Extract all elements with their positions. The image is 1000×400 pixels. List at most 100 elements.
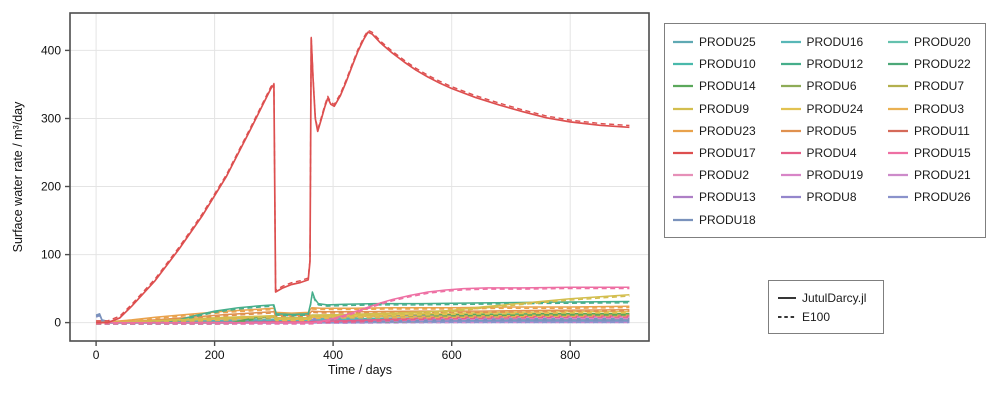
legend-entry-label: PRODU20: [914, 35, 971, 50]
legend-entry-PRODU25: PRODU25: [673, 31, 777, 53]
legend-entry-label: PRODU26: [914, 190, 971, 205]
series-legend-columns: PRODU25 PRODU10 PRODU14 PRODU9 PRODU23 PRODU1…: [673, 31, 977, 231]
series-color-swatch-icon: [780, 85, 801, 88]
series-color-swatch-icon: [888, 174, 908, 177]
x-axis-label: Time / days: [328, 363, 392, 377]
series-color-swatch-icon: [780, 174, 801, 177]
series-color-swatch-icon: [673, 107, 693, 110]
legend-entry-label: PRODU2: [699, 168, 750, 183]
y-tick-label: 200: [41, 180, 61, 194]
series-color-swatch-icon: [673, 196, 693, 199]
legend-entry-PRODU18: PRODU18: [673, 209, 777, 231]
series-line-dashed-PRODU9: [96, 295, 630, 325]
legend-entry-label: PRODU19: [806, 168, 864, 183]
series-color-swatch-icon: [673, 63, 693, 66]
legend-entry-label: PRODU22: [914, 57, 971, 72]
series-color-swatch-icon: [888, 107, 908, 110]
legend-entry-PRODU26: PRODU26: [888, 186, 977, 208]
gridlines: [70, 13, 649, 341]
legend-entry-PRODU12: PRODU12: [780, 53, 885, 75]
series-line-solid-PRODU17: [96, 31, 630, 324]
legend-entry-PRODU22: PRODU22: [888, 53, 977, 75]
legend-column-1: PRODU25 PRODU10 PRODU14 PRODU9 PRODU23 PRODU1…: [673, 31, 777, 231]
legend-entry-PRODU20: PRODU20: [888, 31, 977, 53]
x-tick-label: 0: [93, 348, 100, 362]
legend-entry-PRODU24: PRODU24: [780, 98, 885, 120]
legend-entry-label: PRODU11: [914, 123, 970, 138]
legend-entry-label: PRODU8: [806, 190, 857, 205]
legend-entry-label: PRODU18: [699, 212, 756, 227]
legend-entry-PRODU15: PRODU15: [888, 142, 977, 164]
legend-entry-PRODU6: PRODU6: [780, 75, 885, 97]
legend-entry-label: PRODU7: [914, 79, 965, 94]
legend-entry-label: PRODU3: [914, 101, 965, 116]
series-line-dashed-PRODU5: [96, 310, 630, 325]
legend-entry-dashed: E100: [778, 308, 874, 328]
series-color-swatch-icon: [888, 151, 908, 155]
legend-entry-PRODU4: PRODU4: [780, 142, 885, 164]
series-color-swatch-icon: [673, 151, 693, 155]
series-line-solid-PRODU9: [96, 293, 630, 324]
series-color-swatch-icon: [780, 196, 801, 199]
x-tick-label: 800: [560, 348, 580, 362]
legend-entry-PRODU19: PRODU19: [780, 164, 885, 186]
legend-entry-solid: JutulDarcy.jl: [778, 288, 874, 308]
legend-entry-PRODU13: PRODU13: [673, 186, 777, 208]
legend-entry-PRODU14: PRODU14: [673, 75, 777, 97]
legend-entry-label: JutulDarcy.jl: [802, 290, 867, 305]
axis-ticks: 0 200 400 600 800 0 100 200 300 400: [41, 43, 581, 362]
series-line-dashed-PRODU15: [96, 287, 630, 325]
legend-entry-PRODU3: PRODU3: [888, 98, 977, 120]
y-axis-label: Surface water rate / m³/day: [11, 101, 25, 253]
axes-frame: [69, 12, 650, 342]
legend-entry-PRODU8: PRODU8: [780, 186, 885, 208]
legend-entry-label: E100: [802, 310, 831, 325]
comparison-legend: JutulDarcy.jl E100: [768, 280, 884, 334]
series-color-swatch-icon: [780, 107, 801, 110]
legend-column-3: PRODU20 PRODU22 PRODU7 PRODU3 PRODU11 PRODU15…: [888, 31, 977, 231]
series-line-dashed-PRODU17: [96, 29, 630, 322]
series-color-swatch-icon: [673, 129, 693, 132]
y-tick-label: 300: [41, 112, 61, 126]
legend-column-2: PRODU16 PRODU12 PRODU6 PRODU24 PRODU5 PRODU4 P…: [780, 31, 885, 231]
legend-entry-PRODU2: PRODU2: [673, 164, 777, 186]
legend-entry-PRODU23: PRODU23: [673, 120, 777, 142]
series-color-swatch-icon: [888, 40, 908, 44]
series-color-swatch-icon: [780, 151, 801, 155]
legend-entry-PRODU21: PRODU21: [888, 164, 977, 186]
x-tick-label: 200: [205, 348, 225, 362]
series-color-swatch-icon: [888, 129, 908, 132]
legend-entry-label: PRODU23: [699, 123, 756, 138]
dashed-line-swatch-icon: [778, 316, 796, 319]
x-tick-label: 400: [323, 348, 343, 362]
legend-entry-label: PRODU5: [806, 123, 857, 138]
legend-entry-label: PRODU24: [806, 101, 864, 116]
legend-entry-PRODU10: PRODU10: [673, 53, 777, 75]
series-legend: PRODU25 PRODU10 PRODU14 PRODU9 PRODU23 PRODU1…: [664, 23, 986, 238]
legend-entry-PRODU11: PRODU11: [888, 120, 977, 142]
series-color-swatch-icon: [888, 85, 908, 88]
series-line-solid-PRODU15: [96, 286, 630, 324]
x-tick-label: 600: [442, 348, 462, 362]
plot-area: 0 200 400 600 800 0 100 200 300 400 Time / days S…: [11, 12, 650, 377]
legend-entry-PRODU16: PRODU16: [780, 31, 885, 53]
y-tick-label: 100: [41, 248, 61, 262]
legend-entry-PRODU5: PRODU5: [780, 120, 885, 142]
y-tick-label: 400: [41, 43, 61, 57]
series-color-swatch-icon: [780, 129, 801, 132]
legend-entry-label: PRODU13: [699, 190, 756, 205]
legend-entry-label: PRODU16: [806, 35, 864, 50]
series-color-swatch-icon: [673, 40, 693, 44]
legend-entry-label: PRODU6: [806, 79, 857, 94]
legend-entry-PRODU17: PRODU17: [673, 142, 777, 164]
series-color-swatch-icon: [673, 85, 693, 88]
legend-entry-label: PRODU9: [699, 101, 750, 116]
series-color-swatch-icon: [673, 174, 693, 177]
solid-line-swatch-icon: [778, 296, 796, 299]
y-tick-label: 0: [54, 316, 61, 330]
series-color-swatch-icon: [780, 40, 801, 44]
legend-entry-PRODU9: PRODU9: [673, 98, 777, 120]
series-line-dashed-PRODU12: [96, 292, 630, 325]
legend-entry-label: PRODU17: [699, 146, 756, 161]
